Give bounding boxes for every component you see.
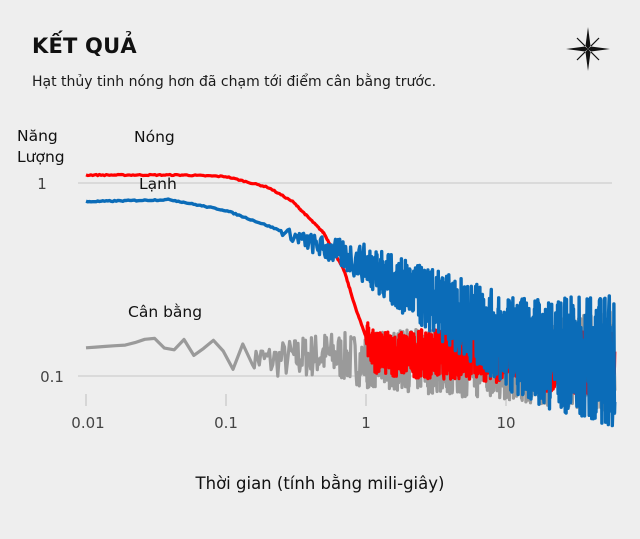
y-axis-label: Năng Lượng (17, 126, 65, 168)
y-tick-0.1: 0.1 (40, 368, 64, 386)
series-label-equilibrium: Cân bằng (128, 303, 203, 321)
series-line-cold (85, 197, 617, 428)
y-axis-label-line1: Năng (17, 127, 58, 145)
series-label-cold: Lạnh (139, 175, 177, 193)
chart-title: KẾT QUẢ (32, 34, 137, 58)
y-tick-1: 1 (37, 175, 47, 193)
series-label-hot: Nóng (134, 128, 175, 146)
x-tick-0.1: 0.1 (214, 414, 238, 432)
chart-subtitle: Hạt thủy tinh nóng hơn đã chạm tới điểm … (32, 74, 437, 90)
x-tick-0.01: 0.01 (71, 414, 104, 432)
x-tick-1: 1 (361, 414, 371, 432)
series-layer (85, 172, 617, 428)
x-tick-marks (85, 394, 507, 406)
y-axis-label-line2: Lượng (17, 148, 65, 166)
x-tick-10: 10 (496, 414, 515, 432)
x-axis-label: Thời gian (tính bằng mili-giây) (195, 474, 445, 493)
compass-star-icon (566, 27, 610, 71)
